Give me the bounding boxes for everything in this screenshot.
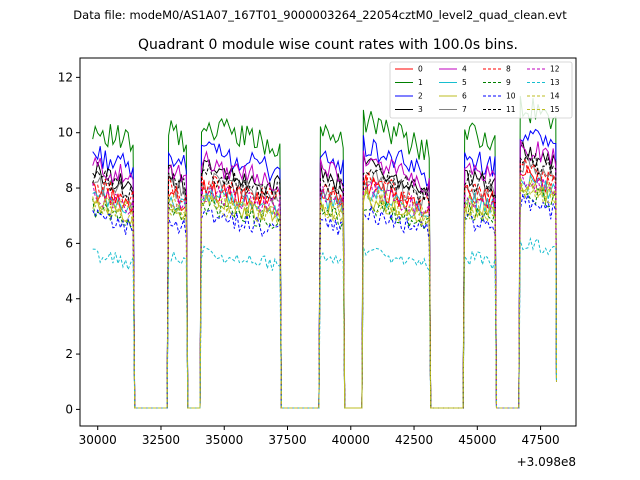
legend-label-12: 12 (550, 65, 560, 74)
legend-label-7: 7 (462, 105, 467, 114)
legend-label-11: 11 (506, 105, 516, 114)
series-line-3 (92, 140, 557, 409)
axes-frame (79, 57, 577, 427)
x-tick-label: 47500 (521, 433, 559, 447)
series-line-9 (92, 187, 557, 409)
series-line-1 (92, 95, 557, 409)
legend-label-2: 2 (418, 92, 423, 101)
legend-label-9: 9 (506, 78, 511, 87)
y-tick-label: 8 (65, 181, 73, 195)
x-tick-label: 45000 (458, 433, 496, 447)
legend-label-6: 6 (462, 92, 467, 101)
legend-label-13: 13 (550, 78, 560, 87)
x-axis: 30000 32500 35000 37500 40000 42500 45000 47500 (79, 426, 560, 447)
series-line-12 (92, 171, 557, 409)
legend-frame (389, 61, 573, 119)
series-line-14 (92, 175, 557, 409)
series-line-13 (92, 236, 557, 409)
x-offset-label: +3.098e8 (517, 455, 576, 469)
legend-label-8: 8 (506, 65, 511, 74)
legend-label-4: 4 (462, 65, 467, 74)
legend-label-1: 1 (418, 78, 423, 87)
y-tick-label: 10 (58, 126, 73, 140)
x-tick-label: 42500 (395, 433, 433, 447)
series-line-6 (92, 181, 557, 409)
data-file-label: Data file: modeM0/AS1A07_167T01_90000032… (73, 8, 567, 22)
x-tick-label: 35000 (205, 433, 243, 447)
series-line-7 (92, 155, 557, 409)
legend-label-14: 14 (550, 92, 560, 101)
y-tick-label: 6 (65, 236, 73, 250)
series-line-10 (92, 193, 557, 409)
y-tick-label: 2 (65, 347, 73, 361)
series-line-15 (92, 185, 557, 409)
series-line-8 (92, 156, 557, 409)
series-line-4 (92, 139, 557, 409)
legend-label-0: 0 (418, 65, 423, 74)
plot-area (92, 95, 557, 409)
chart-title: Quadrant 0 module wise count rates with … (138, 37, 518, 53)
series-line-11 (92, 153, 557, 409)
y-axis: 0 2 4 6 8 10 12 (58, 70, 80, 416)
legend-label-10: 10 (506, 92, 516, 101)
legend-label-3: 3 (418, 105, 423, 114)
y-tick-label: 4 (65, 292, 73, 306)
x-tick-label: 40000 (332, 433, 370, 447)
y-tick-label: 12 (58, 70, 73, 84)
x-tick-label: 30000 (79, 433, 117, 447)
x-tick-label: 37500 (268, 433, 306, 447)
y-tick-label: 0 (65, 402, 73, 416)
legend-label-15: 15 (550, 105, 560, 114)
legend-label-5: 5 (462, 78, 467, 87)
x-tick-label: 32500 (142, 433, 180, 447)
